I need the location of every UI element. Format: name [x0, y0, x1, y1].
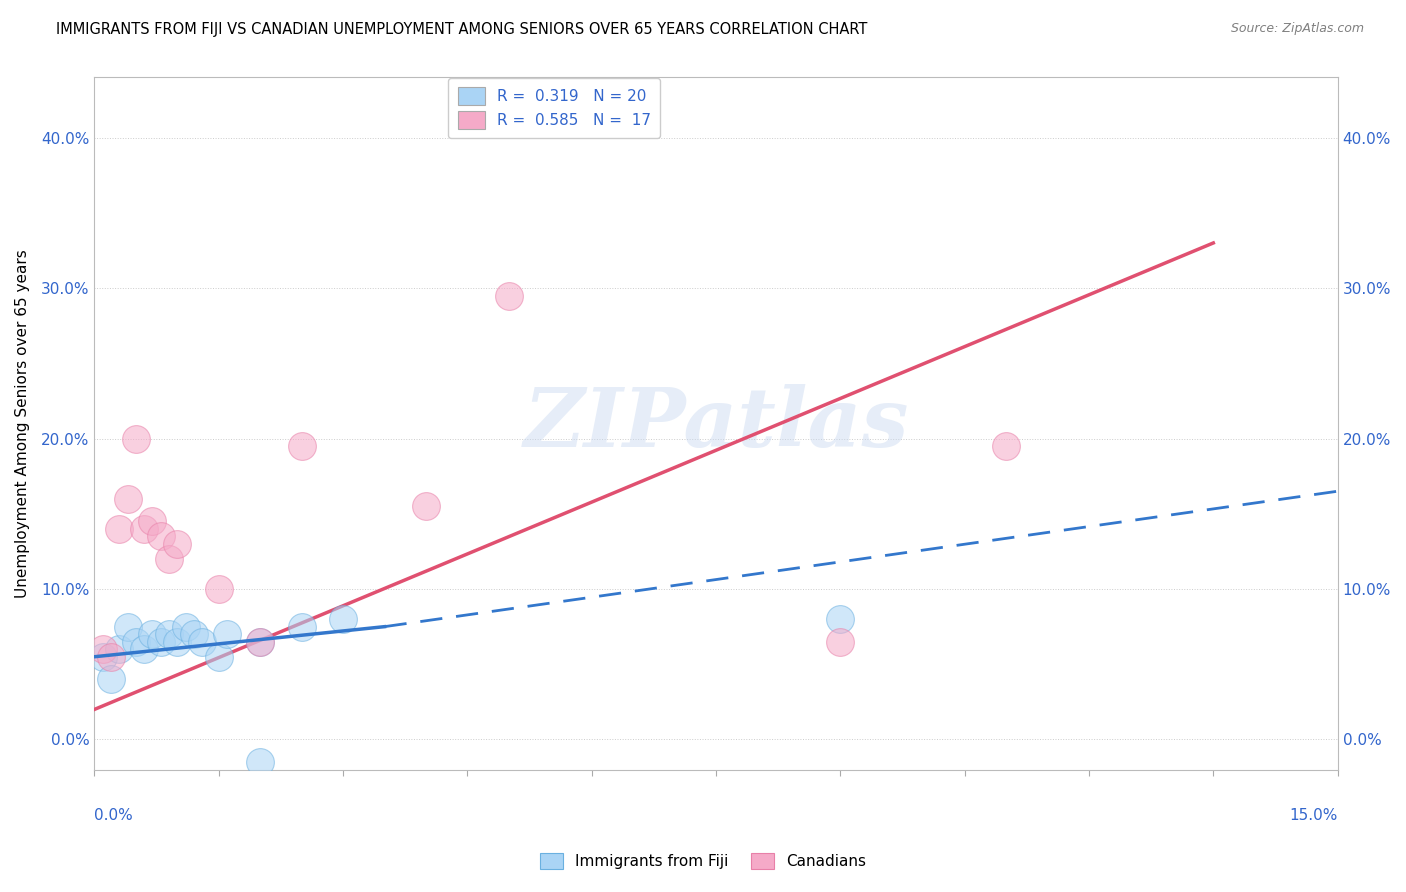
Point [117, 491, 139, 506]
Point [117, 620, 139, 634]
Text: IMMIGRANTS FROM FIJI VS CANADIAN UNEMPLOYMENT AMONG SENIORS OVER 65 YEARS CORREL: IMMIGRANTS FROM FIJI VS CANADIAN UNEMPLO… [56, 22, 868, 37]
Point [100, 649, 122, 664]
Point [134, 522, 156, 536]
Point [149, 634, 172, 648]
Text: 0.0%: 0.0% [94, 808, 134, 823]
Legend: Immigrants from Fiji, Canadians: Immigrants from Fiji, Canadians [534, 847, 872, 875]
Point [217, 627, 239, 641]
Point [183, 627, 205, 641]
Point [830, 612, 852, 626]
Point [91, 642, 114, 657]
Point [291, 620, 314, 634]
Point [91, 649, 114, 664]
Text: 15.0%: 15.0% [1289, 808, 1337, 823]
Legend: R =  0.319   N = 20, R =  0.585   N =  17: R = 0.319 N = 20, R = 0.585 N = 17 [449, 78, 661, 138]
Point [995, 439, 1018, 453]
Point [157, 627, 180, 641]
Point [166, 634, 188, 648]
Point [149, 529, 172, 543]
Point [141, 514, 163, 528]
Point [108, 642, 131, 657]
Point [291, 439, 314, 453]
Point [125, 432, 148, 446]
Point [208, 582, 231, 596]
Point [141, 627, 163, 641]
Point [208, 649, 231, 664]
Point [100, 673, 122, 687]
Point [125, 634, 148, 648]
Point [249, 634, 271, 648]
Point [108, 522, 131, 536]
Point [830, 634, 852, 648]
Point [174, 620, 197, 634]
Point [415, 500, 437, 514]
Point [249, 634, 271, 648]
Point [332, 612, 354, 626]
Point [498, 288, 520, 302]
Text: Source: ZipAtlas.com: Source: ZipAtlas.com [1230, 22, 1364, 36]
Y-axis label: Unemployment Among Seniors over 65 years: Unemployment Among Seniors over 65 years [15, 249, 30, 598]
Point [134, 642, 156, 657]
Point [249, 755, 271, 769]
Point [166, 537, 188, 551]
Point [157, 552, 180, 566]
Text: ZIPatlas: ZIPatlas [523, 384, 908, 464]
Point [191, 634, 214, 648]
